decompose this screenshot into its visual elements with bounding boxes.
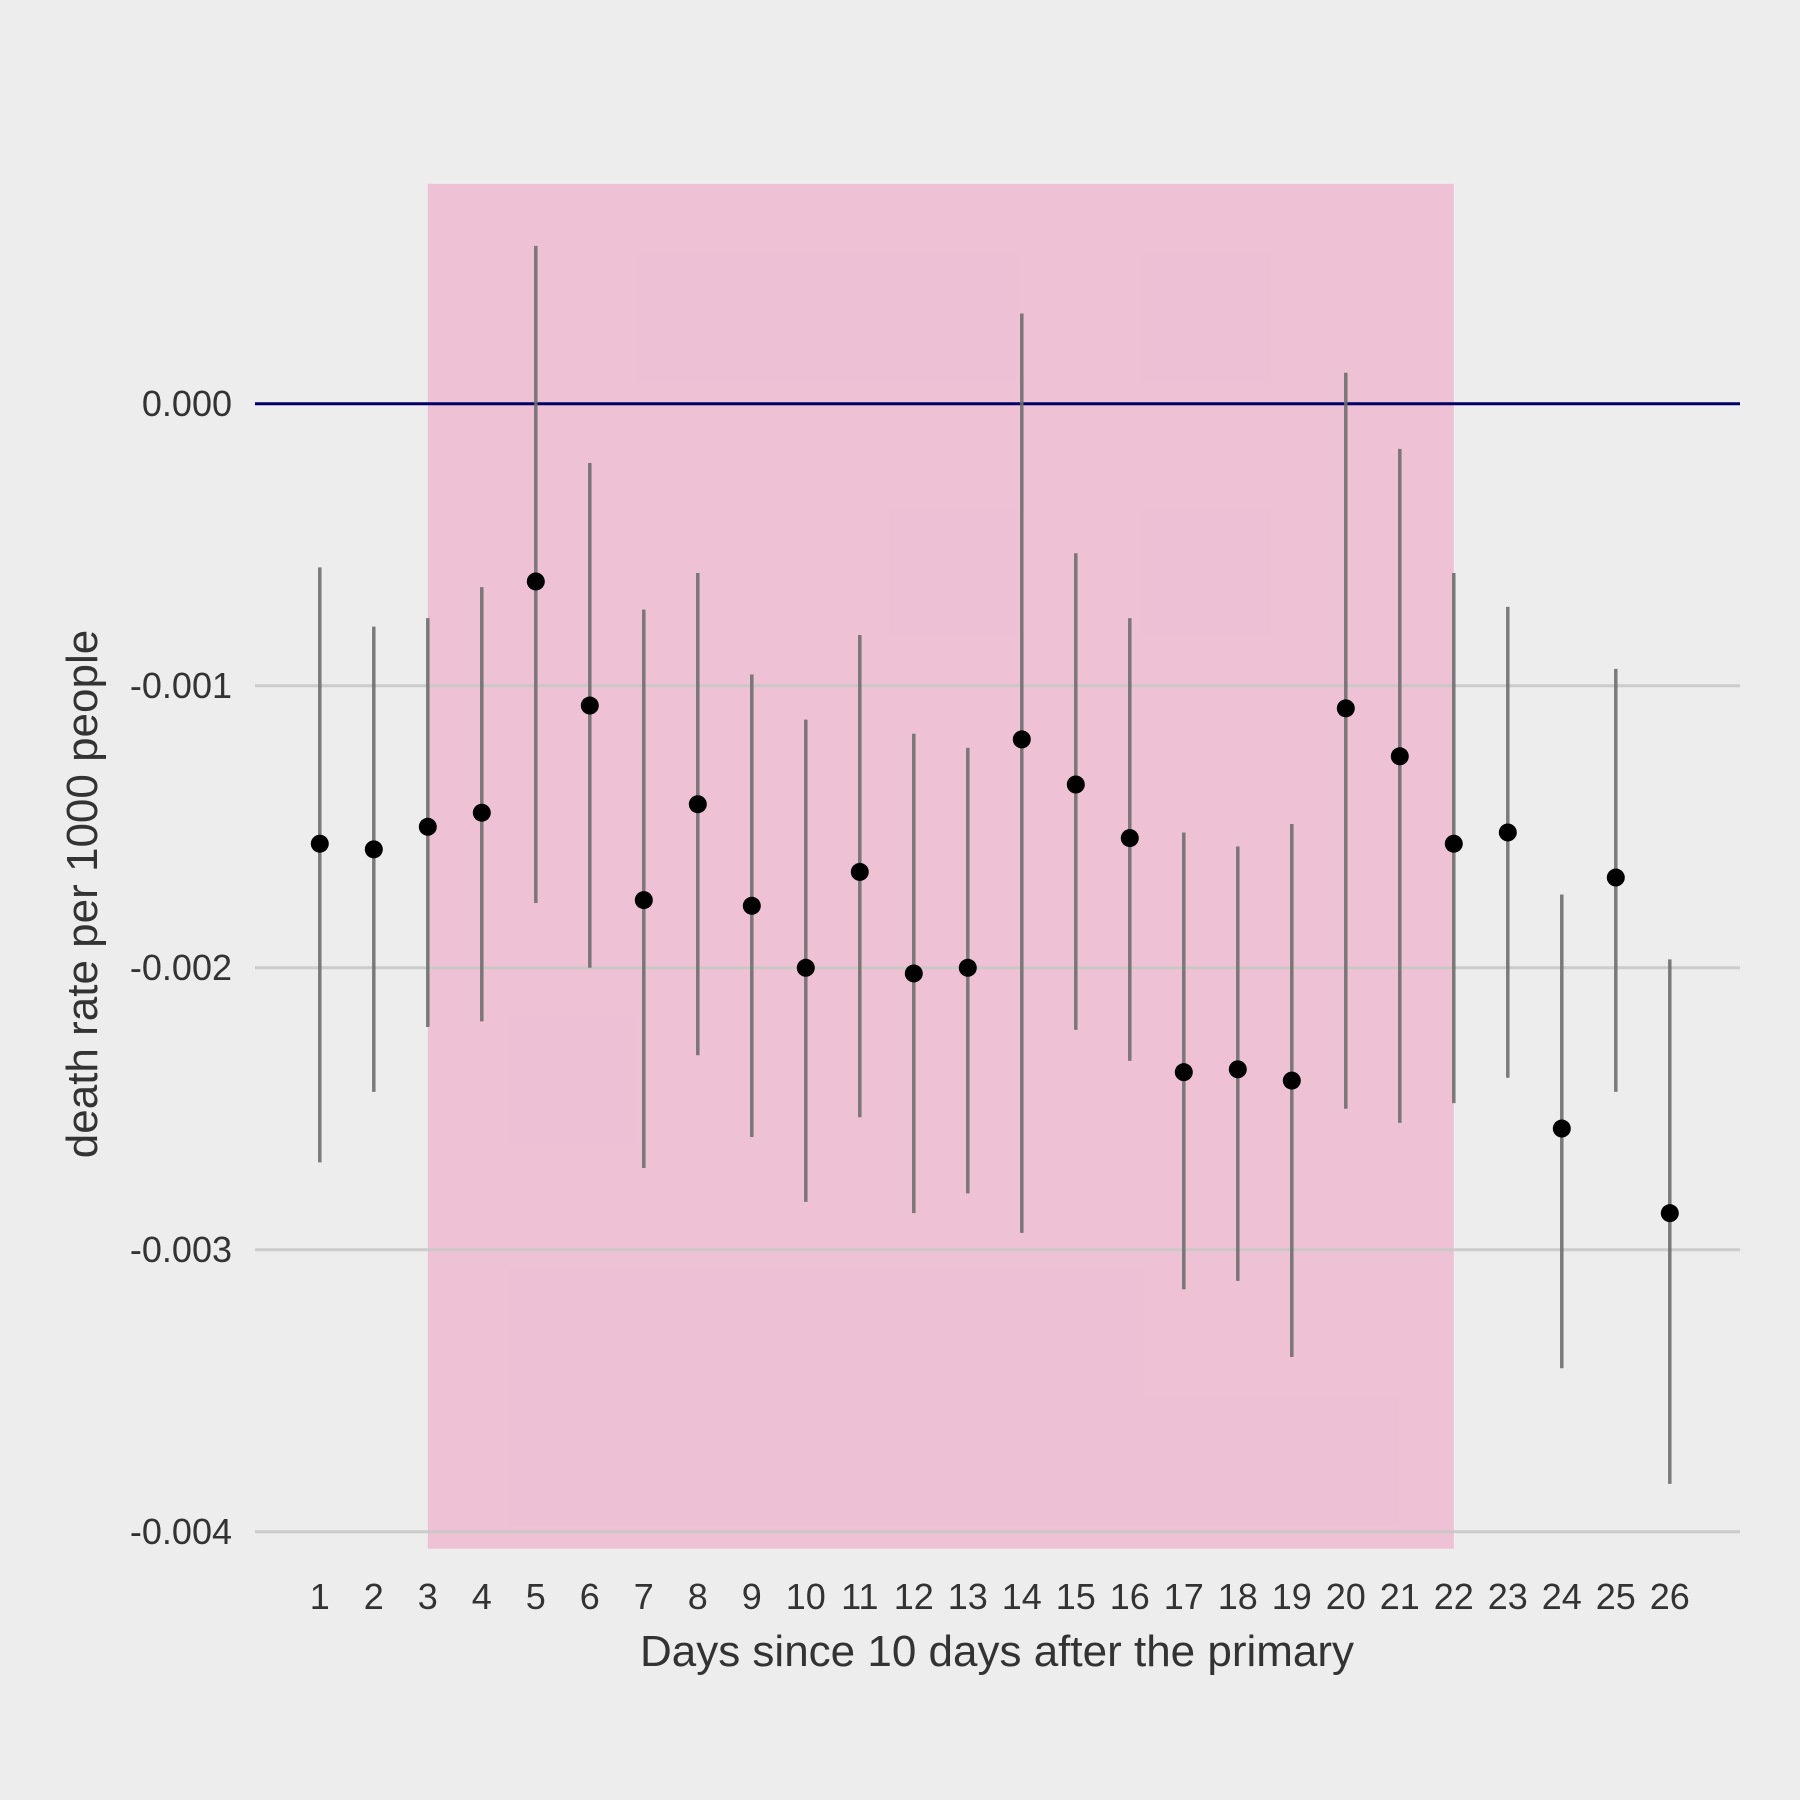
x-tick-label: 19 xyxy=(1272,1576,1312,1617)
y-tick-label: -0.002 xyxy=(130,947,232,988)
y-axis-title: death rate per 1000 people xyxy=(58,630,107,1158)
data-point xyxy=(418,817,437,836)
data-point xyxy=(1174,1063,1193,1082)
x-tick-label: 14 xyxy=(1002,1576,1042,1617)
x-tick-label: 6 xyxy=(580,1576,600,1617)
data-point xyxy=(1012,730,1031,749)
data-point xyxy=(310,834,329,853)
x-tick-label: 18 xyxy=(1218,1576,1258,1617)
x-tick-label: 15 xyxy=(1056,1576,1096,1617)
data-point xyxy=(1552,1119,1571,1138)
x-tick-label: 1 xyxy=(310,1576,330,1617)
data-point xyxy=(1390,747,1409,766)
y-tick-label: 0.000 xyxy=(142,383,232,424)
data-point xyxy=(580,696,599,715)
shaded-region-layer xyxy=(427,183,1454,1549)
y-tick-label: -0.004 xyxy=(130,1511,232,1552)
data-point xyxy=(796,958,815,977)
shaded-region xyxy=(427,183,1454,1549)
x-tick-label: 17 xyxy=(1164,1576,1204,1617)
data-point xyxy=(1066,775,1085,794)
x-tick-label: 23 xyxy=(1488,1576,1528,1617)
data-point xyxy=(1498,823,1517,842)
x-tick-label: 25 xyxy=(1596,1576,1636,1617)
data-point xyxy=(1660,1204,1679,1223)
x-tick-label: 13 xyxy=(948,1576,988,1617)
data-point xyxy=(1282,1071,1301,1090)
x-tick-label: 5 xyxy=(526,1576,546,1617)
data-point xyxy=(1606,868,1625,887)
x-tick-label: 4 xyxy=(472,1576,492,1617)
grid-layer xyxy=(255,684,1740,1534)
point-layer xyxy=(310,572,1679,1223)
x-tick-label: 20 xyxy=(1326,1576,1366,1617)
x-tick-label: 10 xyxy=(786,1576,826,1617)
x-tick-label: 7 xyxy=(634,1576,654,1617)
data-point xyxy=(364,840,383,859)
data-point xyxy=(850,862,869,881)
y-tick-label-layer: 0.000 -0.001 -0.002 -0.003 -0.004 xyxy=(130,383,232,1552)
y-tick-label: -0.001 xyxy=(130,665,232,706)
x-tick-label: 16 xyxy=(1110,1576,1150,1617)
data-point xyxy=(1444,834,1463,853)
x-axis-title: Days since 10 days after the primary xyxy=(640,1627,1354,1676)
data-point xyxy=(1120,829,1139,848)
x-tick-label: 3 xyxy=(418,1576,438,1617)
data-point xyxy=(904,964,923,983)
data-point xyxy=(472,803,491,822)
y-tick-label: -0.003 xyxy=(130,1229,232,1270)
x-tick-label: 11 xyxy=(841,1576,878,1617)
x-tick-label: 2 xyxy=(364,1576,384,1617)
x-tick-label-layer: 1 2 3 4 5 6 7 8 9 10 11 12 13 14 15 16 17 18 19 20 21 22 23 24 2… xyxy=(310,1576,1690,1617)
x-tick-label: 9 xyxy=(742,1576,762,1617)
x-tick-label: 8 xyxy=(688,1576,708,1617)
x-tick-label: 12 xyxy=(894,1576,934,1617)
data-point xyxy=(688,795,707,814)
data-point xyxy=(958,958,977,977)
data-point xyxy=(526,572,545,591)
data-point xyxy=(742,896,761,915)
x-tick-label: 26 xyxy=(1650,1576,1690,1617)
x-tick-label: 22 xyxy=(1434,1576,1474,1617)
x-tick-label: 24 xyxy=(1542,1576,1582,1617)
x-tick-label: 21 xyxy=(1380,1576,1420,1617)
data-point xyxy=(634,891,653,910)
data-point xyxy=(1228,1060,1247,1079)
data-point xyxy=(1336,699,1355,718)
